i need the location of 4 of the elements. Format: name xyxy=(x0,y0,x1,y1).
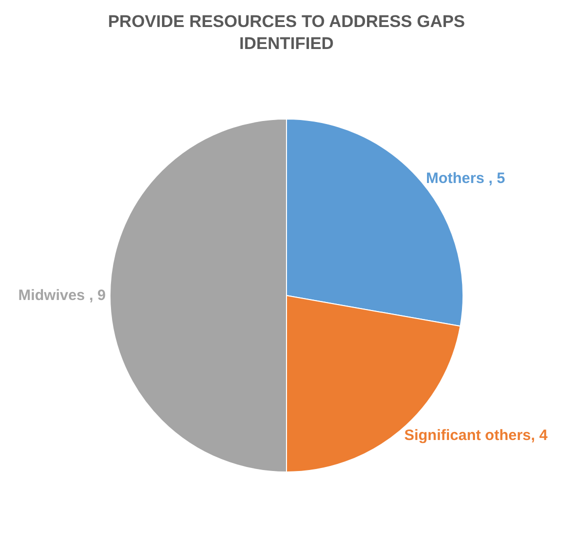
slice-label: Mothers , 5 xyxy=(426,170,506,188)
chart-title: PROVIDE RESOURCES TO ADDRESS GAPS IDENTIFIED xyxy=(108,12,466,54)
slice-label: Midwives , 9 xyxy=(18,287,106,304)
slice-label: Significant others, 4 xyxy=(404,427,548,444)
